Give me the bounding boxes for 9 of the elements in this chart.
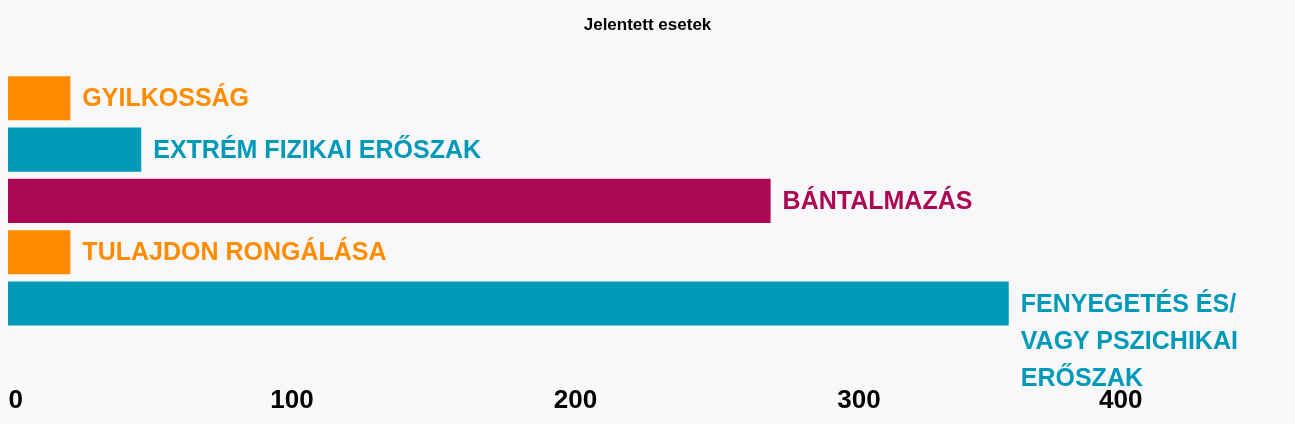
y-tick-label: TULAJDON RONGÁLÁSA <box>82 237 387 266</box>
x-tick-label: 100 <box>270 383 314 414</box>
y-tick-label: EXTRÉM FIZIKAI ERŐSZAK <box>153 134 482 163</box>
x-tick-label: 0 <box>8 383 23 414</box>
x-tick-label: 300 <box>837 383 881 414</box>
x-tick-label: 200 <box>553 383 598 414</box>
y-tick-label: BÁNTALMAZÁS <box>782 185 973 214</box>
chart-title: Jelentett esetek <box>583 15 712 34</box>
y-tick-label: GYILKOSSÁG <box>82 83 250 112</box>
